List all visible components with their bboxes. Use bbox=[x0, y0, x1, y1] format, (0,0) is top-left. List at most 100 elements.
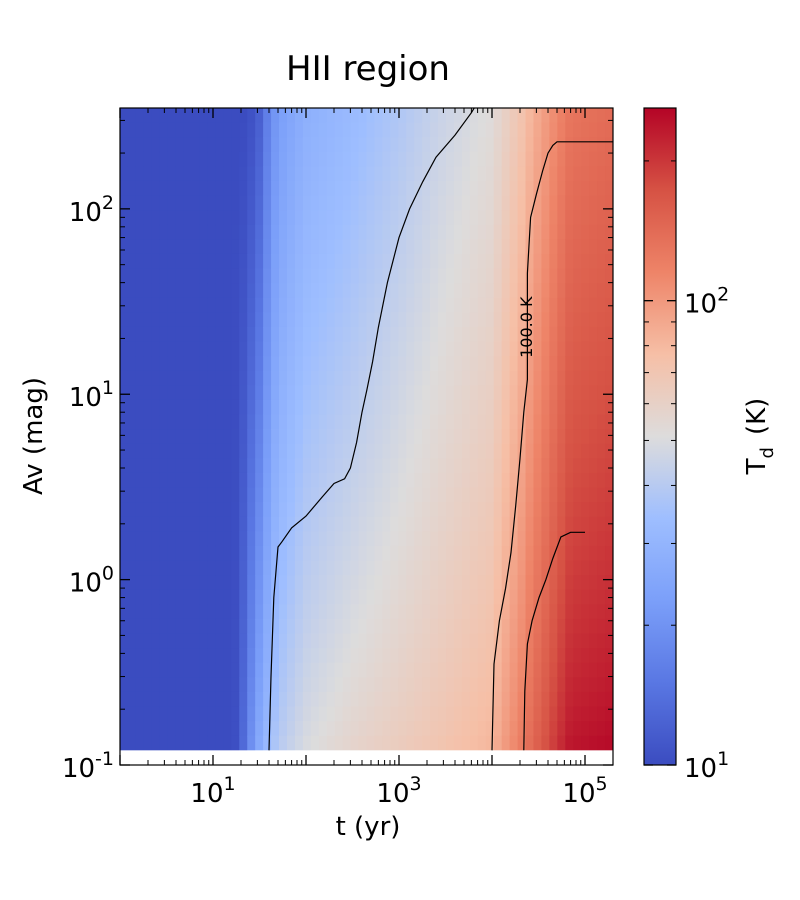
heatmap-cell bbox=[334, 516, 344, 532]
heatmap-cell bbox=[294, 356, 304, 372]
heatmap-cell bbox=[430, 253, 439, 270]
heatmap-cell bbox=[446, 648, 455, 664]
heatmap-cell bbox=[247, 210, 256, 226]
heatmap-cell bbox=[302, 268, 312, 284]
heatmap-cell bbox=[263, 385, 272, 401]
heatmap-cell bbox=[581, 224, 590, 240]
heatmap-cell bbox=[533, 341, 543, 357]
heatmap-cell bbox=[223, 180, 232, 197]
heatmap-cell bbox=[493, 458, 503, 474]
heatmap-cell bbox=[199, 502, 209, 518]
heatmap-cell bbox=[430, 399, 439, 416]
heatmap-cell bbox=[143, 458, 153, 474]
heatmap-cell bbox=[390, 575, 399, 591]
heatmap-cell bbox=[151, 195, 161, 211]
heatmap-cell bbox=[453, 662, 463, 678]
heatmap-cell bbox=[120, 122, 129, 138]
heatmap-cell bbox=[207, 151, 217, 167]
heatmap-cell bbox=[366, 341, 376, 357]
heatmap-cell bbox=[231, 356, 240, 372]
heatmap-cell bbox=[485, 312, 495, 328]
heatmap-cell bbox=[215, 560, 224, 576]
heatmap-cell bbox=[318, 210, 328, 226]
heatmap-cell bbox=[557, 472, 566, 489]
heatmap-cell bbox=[382, 662, 391, 678]
heatmap-cell bbox=[485, 151, 495, 167]
heatmap-cell bbox=[263, 662, 272, 678]
heatmap-cell bbox=[581, 210, 590, 226]
heatmap-cell bbox=[279, 618, 288, 635]
heatmap-cell bbox=[326, 589, 336, 605]
heatmap-cell bbox=[565, 122, 574, 138]
heatmap-cell bbox=[159, 677, 169, 693]
heatmap-cell bbox=[374, 633, 383, 649]
heatmap-cell bbox=[191, 531, 201, 547]
heatmap-cell bbox=[382, 648, 391, 664]
heatmap-cell bbox=[533, 502, 543, 518]
heatmap-cell bbox=[255, 633, 264, 649]
heatmap-cell bbox=[151, 458, 161, 474]
heatmap-cell bbox=[422, 706, 431, 722]
heatmap-cell bbox=[414, 312, 423, 328]
heatmap-cell bbox=[342, 691, 352, 708]
heatmap-cell bbox=[541, 443, 550, 459]
heatmap-cell bbox=[446, 137, 455, 153]
heatmap-cell bbox=[310, 706, 320, 722]
heatmap-cell bbox=[271, 618, 280, 635]
heatmap-cell bbox=[517, 472, 527, 489]
heatmap-cell bbox=[477, 677, 487, 693]
heatmap-cell bbox=[167, 429, 177, 445]
heatmap-cell bbox=[374, 443, 383, 459]
heatmap-cell bbox=[533, 370, 543, 386]
heatmap-cell bbox=[334, 239, 344, 255]
heatmap-cell bbox=[565, 166, 574, 182]
heatmap-cell bbox=[191, 472, 201, 489]
heatmap-cell bbox=[263, 122, 272, 138]
heatmap-cell bbox=[438, 648, 447, 664]
heatmap-cell bbox=[533, 648, 543, 664]
heatmap-cell bbox=[605, 618, 613, 635]
heatmap-cell bbox=[279, 180, 288, 197]
heatmap-cell bbox=[453, 399, 463, 416]
heatmap-cell bbox=[358, 151, 368, 167]
heatmap-cell bbox=[326, 443, 336, 459]
heatmap-cell bbox=[334, 458, 344, 474]
heatmap-cell bbox=[302, 458, 312, 474]
heatmap-cell bbox=[120, 283, 129, 299]
heatmap-cell bbox=[279, 458, 288, 474]
heatmap-cell bbox=[127, 224, 137, 240]
heatmap-cell bbox=[342, 721, 352, 737]
heatmap-cell bbox=[263, 531, 272, 547]
heatmap-cell bbox=[334, 283, 344, 299]
heatmap-cell bbox=[159, 472, 169, 489]
heatmap-cell bbox=[557, 531, 566, 547]
heatmap-cell bbox=[509, 414, 519, 430]
heatmap-cell bbox=[271, 472, 280, 489]
heatmap-cell bbox=[525, 502, 535, 518]
heatmap-cell bbox=[533, 560, 543, 576]
heatmap-cell bbox=[247, 151, 256, 167]
heatmap-cell bbox=[414, 224, 423, 240]
heatmap-cell bbox=[183, 312, 193, 328]
heatmap-cell bbox=[247, 575, 256, 591]
heatmap-cell bbox=[127, 575, 137, 591]
heatmap-cell bbox=[541, 604, 550, 620]
heatmap-cell bbox=[414, 618, 423, 635]
heatmap-cell bbox=[183, 151, 193, 167]
heatmap-cell bbox=[223, 458, 232, 474]
heatmap-cell bbox=[485, 618, 495, 635]
heatmap-cell bbox=[446, 341, 455, 357]
heatmap-cell bbox=[183, 268, 193, 284]
heatmap-cell bbox=[239, 180, 248, 197]
heatmap-cell bbox=[390, 560, 399, 576]
heatmap-cell bbox=[366, 735, 376, 751]
heatmap-cell bbox=[565, 180, 574, 197]
heatmap-cell bbox=[286, 108, 296, 124]
heatmap-cell bbox=[390, 516, 399, 532]
heatmap-cell bbox=[485, 677, 495, 693]
heatmap-cell bbox=[573, 224, 582, 240]
heatmap-cell bbox=[477, 224, 487, 240]
heatmap-cell bbox=[414, 575, 423, 591]
heatmap-cell bbox=[438, 108, 447, 124]
heatmap-cell bbox=[589, 706, 598, 722]
